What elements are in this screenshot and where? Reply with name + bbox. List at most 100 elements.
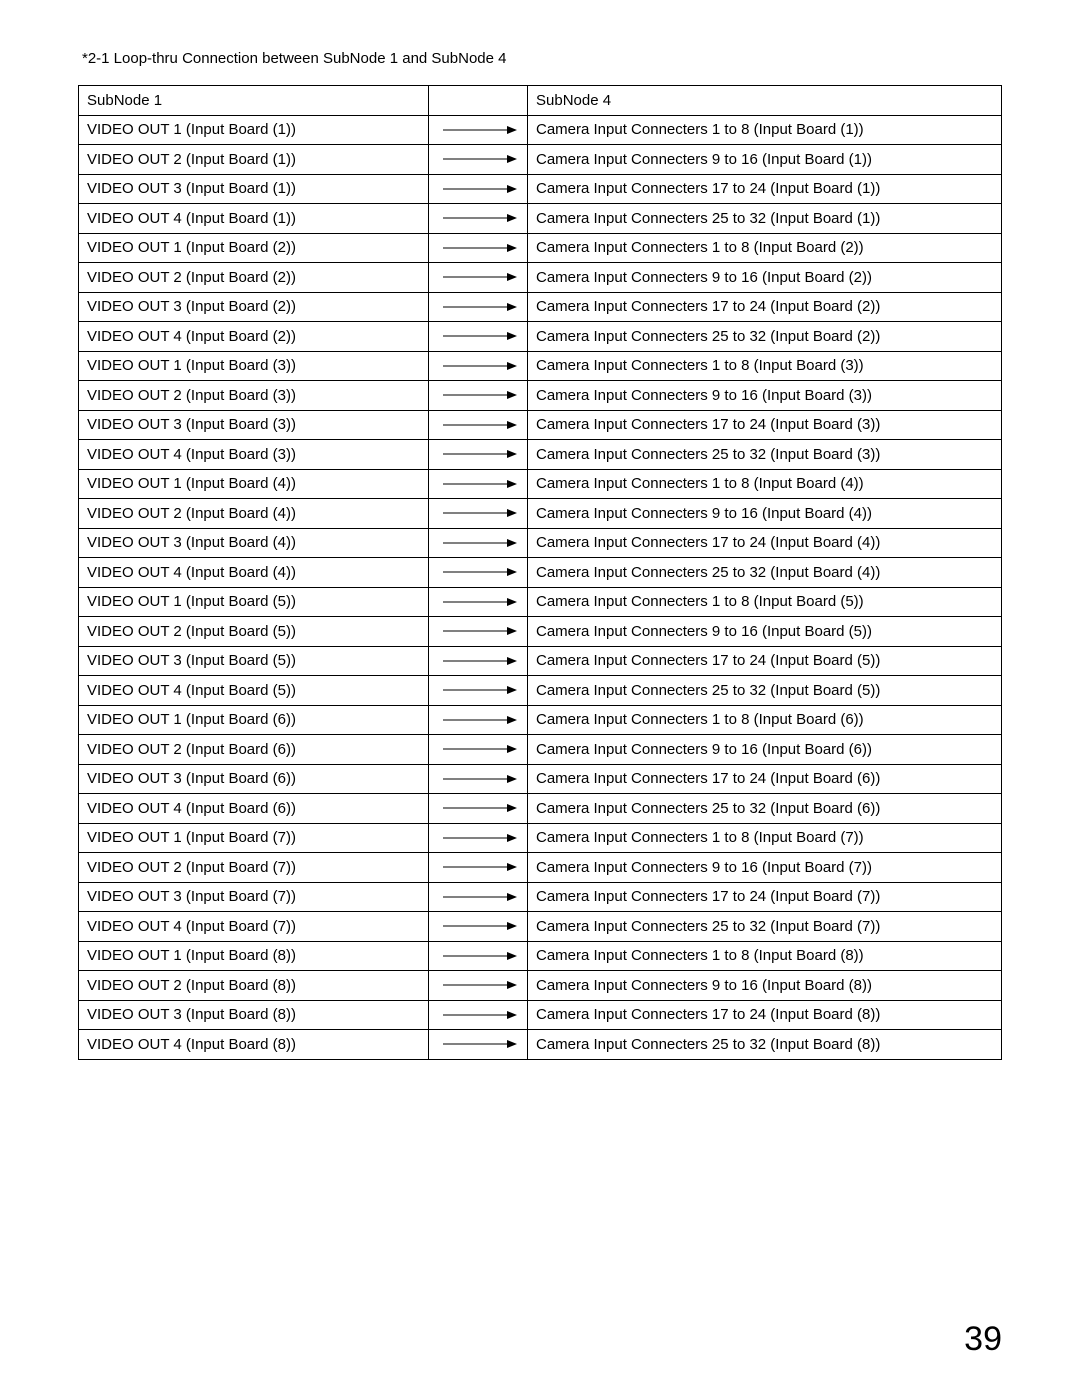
arrow-right-icon [437,330,519,342]
arrow-right-icon [437,743,519,755]
source-cell: VIDEO OUT 1 (Input Board (1)) [79,115,429,145]
arrow-right-icon [437,478,519,490]
destination-cell: Camera Input Connecters 1 to 8 (Input Bo… [528,233,1002,263]
destination-cell: Camera Input Connecters 25 to 32 (Input … [528,204,1002,234]
source-cell: VIDEO OUT 2 (Input Board (6)) [79,735,429,765]
destination-cell: Camera Input Connecters 1 to 8 (Input Bo… [528,941,1002,971]
arrow-right-icon [437,242,519,254]
destination-cell: Camera Input Connecters 25 to 32 (Input … [528,676,1002,706]
source-cell: VIDEO OUT 3 (Input Board (3)) [79,410,429,440]
arrow-cell [429,381,528,411]
arrow-right-icon [437,507,519,519]
table-row: VIDEO OUT 1 (Input Board (7)) Camera Inp… [79,823,1002,853]
arrow-cell [429,971,528,1001]
arrow-cell [429,292,528,322]
source-cell: VIDEO OUT 1 (Input Board (3)) [79,351,429,381]
arrow-cell [429,646,528,676]
source-cell: VIDEO OUT 2 (Input Board (7)) [79,853,429,883]
source-cell: VIDEO OUT 4 (Input Board (5)) [79,676,429,706]
arrow-cell [429,322,528,352]
arrow-right-icon [437,537,519,549]
arrow-right-icon [437,183,519,195]
source-cell: VIDEO OUT 1 (Input Board (7)) [79,823,429,853]
arrow-cell [429,233,528,263]
table-row: VIDEO OUT 2 (Input Board (2)) Camera Inp… [79,263,1002,293]
arrow-right-icon [437,920,519,932]
destination-cell: Camera Input Connecters 17 to 24 (Input … [528,882,1002,912]
table-row: VIDEO OUT 3 (Input Board (8)) Camera Inp… [79,1000,1002,1030]
table-row: VIDEO OUT 2 (Input Board (8)) Camera Inp… [79,971,1002,1001]
arrow-cell [429,145,528,175]
arrow-right-icon [437,419,519,431]
arrow-cell [429,735,528,765]
table-row: VIDEO OUT 3 (Input Board (5)) Camera Inp… [79,646,1002,676]
arrow-cell [429,351,528,381]
table-row: VIDEO OUT 3 (Input Board (2)) Camera Inp… [79,292,1002,322]
table-row: VIDEO OUT 1 (Input Board (3)) Camera Inp… [79,351,1002,381]
table-row: VIDEO OUT 4 (Input Board (5)) Camera Inp… [79,676,1002,706]
destination-cell: Camera Input Connecters 25 to 32 (Input … [528,322,1002,352]
destination-cell: Camera Input Connecters 1 to 8 (Input Bo… [528,351,1002,381]
arrow-cell [429,410,528,440]
destination-cell: Camera Input Connecters 25 to 32 (Input … [528,440,1002,470]
destination-cell: Camera Input Connecters 1 to 8 (Input Bo… [528,587,1002,617]
arrow-cell [429,617,528,647]
arrow-right-icon [437,153,519,165]
destination-cell: Camera Input Connecters 9 to 16 (Input B… [528,145,1002,175]
table-row: VIDEO OUT 2 (Input Board (3)) Camera Inp… [79,381,1002,411]
arrow-cell [429,204,528,234]
destination-cell: Camera Input Connecters 25 to 32 (Input … [528,912,1002,942]
arrow-right-icon [437,684,519,696]
arrow-right-icon [437,655,519,667]
arrow-cell [429,174,528,204]
source-cell: VIDEO OUT 3 (Input Board (2)) [79,292,429,322]
table-row: VIDEO OUT 2 (Input Board (7)) Camera Inp… [79,853,1002,883]
arrow-right-icon [437,950,519,962]
source-cell: VIDEO OUT 1 (Input Board (5)) [79,587,429,617]
arrow-right-icon [437,802,519,814]
table-row: VIDEO OUT 1 (Input Board (5)) Camera Inp… [79,587,1002,617]
arrow-right-icon [437,714,519,726]
table-row: VIDEO OUT 4 (Input Board (4)) Camera Inp… [79,558,1002,588]
destination-cell: Camera Input Connecters 17 to 24 (Input … [528,292,1002,322]
table-row: VIDEO OUT 3 (Input Board (6)) Camera Inp… [79,764,1002,794]
arrow-right-icon [437,389,519,401]
arrow-cell [429,705,528,735]
destination-cell: Camera Input Connecters 1 to 8 (Input Bo… [528,469,1002,499]
source-cell: VIDEO OUT 4 (Input Board (7)) [79,912,429,942]
arrow-cell [429,499,528,529]
destination-cell: Camera Input Connecters 9 to 16 (Input B… [528,971,1002,1001]
arrow-right-icon [437,891,519,903]
arrow-cell [429,469,528,499]
table-row: VIDEO OUT 4 (Input Board (1)) Camera Inp… [79,204,1002,234]
arrow-right-icon [437,448,519,460]
source-cell: VIDEO OUT 2 (Input Board (5)) [79,617,429,647]
arrow-cell [429,941,528,971]
arrow-right-icon [437,301,519,313]
table-row: VIDEO OUT 3 (Input Board (1)) Camera Inp… [79,174,1002,204]
table-row: VIDEO OUT 3 (Input Board (4)) Camera Inp… [79,528,1002,558]
arrow-right-icon [437,596,519,608]
destination-cell: Camera Input Connecters 17 to 24 (Input … [528,764,1002,794]
source-cell: VIDEO OUT 4 (Input Board (6)) [79,794,429,824]
source-cell: VIDEO OUT 3 (Input Board (1)) [79,174,429,204]
arrow-right-icon [437,861,519,873]
destination-cell: Camera Input Connecters 25 to 32 (Input … [528,558,1002,588]
destination-cell: Camera Input Connecters 17 to 24 (Input … [528,174,1002,204]
table-row: VIDEO OUT 4 (Input Board (3)) Camera Inp… [79,440,1002,470]
table-row: VIDEO OUT 4 (Input Board (6)) Camera Inp… [79,794,1002,824]
destination-cell: Camera Input Connecters 9 to 16 (Input B… [528,381,1002,411]
destination-cell: Camera Input Connecters 9 to 16 (Input B… [528,499,1002,529]
destination-cell: Camera Input Connecters 17 to 24 (Input … [528,528,1002,558]
table-row: VIDEO OUT 1 (Input Board (2)) Camera Inp… [79,233,1002,263]
header-arrow-cell [429,86,528,116]
arrow-cell [429,263,528,293]
arrow-cell [429,882,528,912]
table-row: VIDEO OUT 3 (Input Board (7)) Camera Inp… [79,882,1002,912]
table-row: VIDEO OUT 4 (Input Board (8)) Camera Inp… [79,1030,1002,1060]
table-row: VIDEO OUT 1 (Input Board (1)) Camera Inp… [79,115,1002,145]
table-row: VIDEO OUT 2 (Input Board (1)) Camera Inp… [79,145,1002,175]
destination-cell: Camera Input Connecters 17 to 24 (Input … [528,1000,1002,1030]
table-row: VIDEO OUT 2 (Input Board (4)) Camera Inp… [79,499,1002,529]
destination-cell: Camera Input Connecters 9 to 16 (Input B… [528,735,1002,765]
